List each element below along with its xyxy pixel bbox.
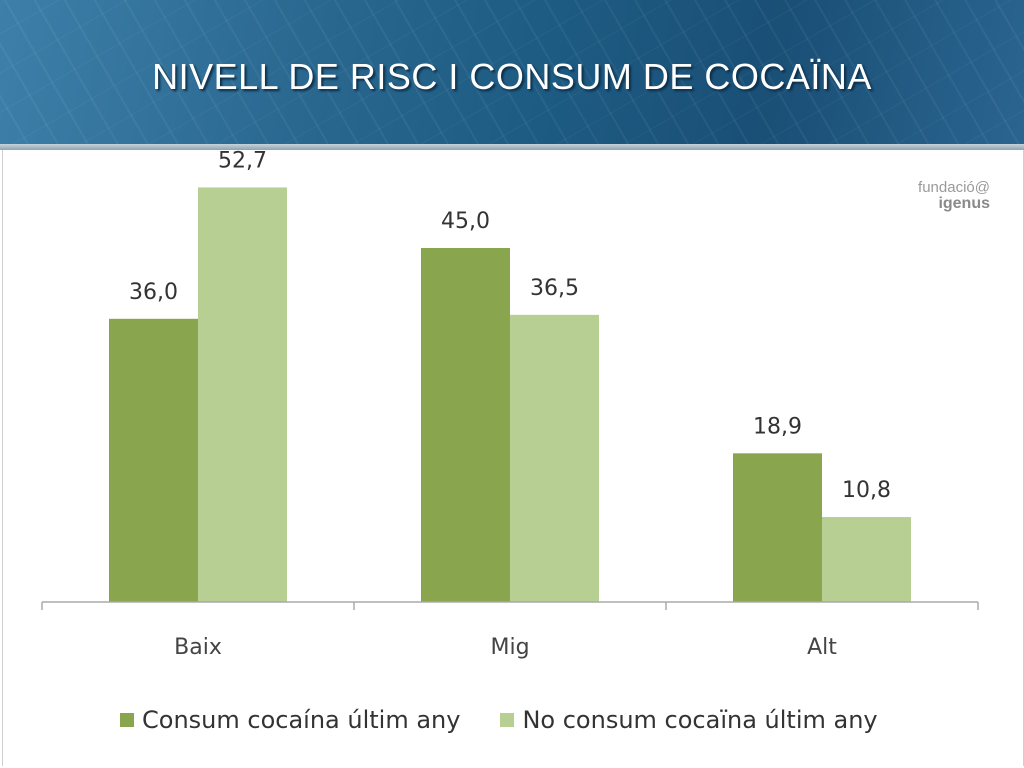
- x-tick-label-alt: Alt: [807, 635, 837, 660]
- bar-mig-series1: [421, 248, 510, 602]
- chart-legend: Consum cocaína últim any No consum cocaï…: [120, 705, 918, 735]
- legend-item-series1: Consum cocaína últim any: [120, 706, 460, 734]
- data-label-mig-series2: 36,5: [530, 276, 579, 301]
- legend-label-series1: Consum cocaína últim any: [142, 706, 461, 734]
- bar-baix-series2: [198, 187, 287, 602]
- x-tick-label-baix: Baix: [174, 635, 222, 660]
- header-banner: NIVELL DE RISC I CONSUM DE COCAÏNA: [0, 0, 1024, 150]
- data-label-baix-series1: 36,0: [129, 280, 178, 305]
- bar-baix-series1: [109, 318, 198, 602]
- legend-swatch-series2: [500, 713, 515, 727]
- legend-label-series2: No consum cocaïna últim any: [522, 706, 878, 734]
- x-tick-label-mig: Mig: [490, 635, 529, 660]
- page-title: NIVELL DE RISC I CONSUM DE COCAÏNA: [152, 56, 872, 97]
- data-label-baix-series2: 52,7: [218, 148, 267, 173]
- data-label-alt-series1: 18,9: [753, 414, 802, 439]
- data-label-alt-series2: 10,8: [842, 478, 891, 503]
- logo: fundació@ igenus: [890, 180, 990, 212]
- bar-alt-series2: [822, 517, 911, 602]
- logo-line2: igenus: [938, 195, 990, 212]
- bar-alt-series1: [733, 453, 822, 602]
- logo-line1: fundació@: [918, 179, 990, 196]
- legend-item-series2: No consum cocaïna últim any: [500, 706, 878, 734]
- bar-mig-series2: [510, 314, 599, 602]
- legend-swatch-series1: [120, 713, 134, 727]
- data-label-mig-series1: 45,0: [441, 209, 490, 234]
